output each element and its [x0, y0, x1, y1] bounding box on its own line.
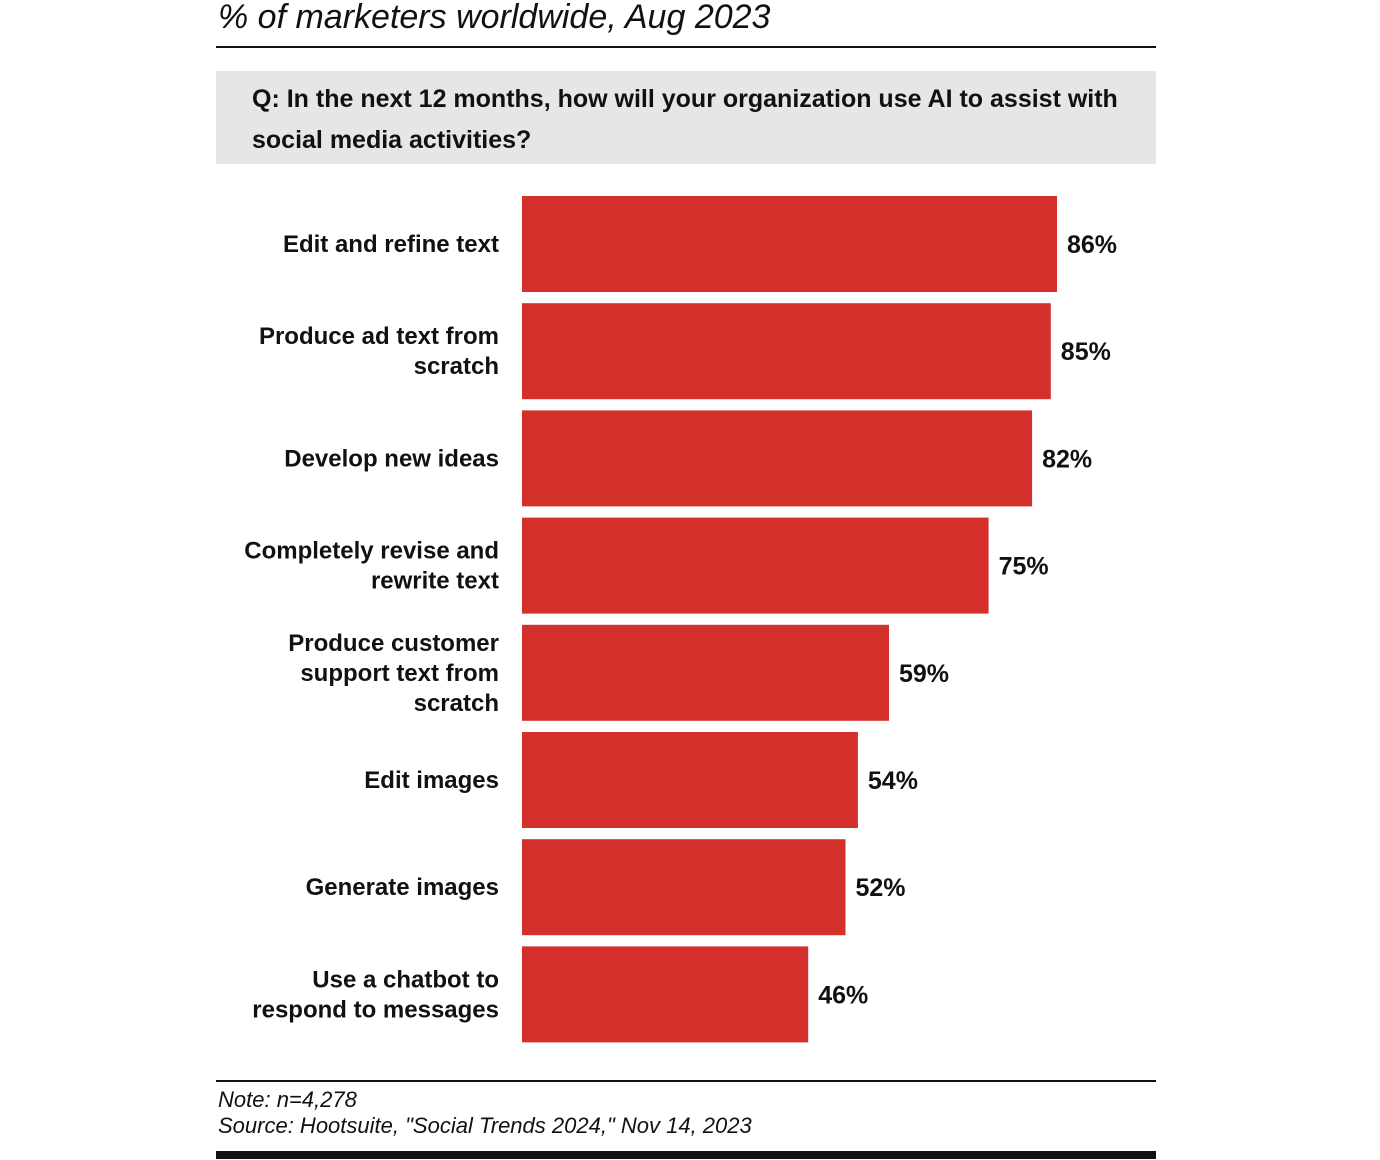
category-label-line: rewrite text [371, 568, 499, 595]
bar [522, 732, 858, 828]
footnote-note: Note: n=4,278 [218, 1087, 357, 1112]
category-label-line: Completely revise and [244, 538, 499, 565]
bar [522, 624, 889, 721]
category-label: Produce customer support text from scratch [288, 630, 499, 717]
category-label-line: Edit and refine text [283, 231, 499, 258]
bar [522, 839, 846, 936]
bar [522, 196, 1057, 292]
category-label-line: scratch [414, 353, 499, 380]
chart-subtitle: % of marketers worldwide, Aug 2023 [218, 0, 771, 36]
category-label-line: respond to messages [252, 996, 499, 1023]
bar [522, 410, 1033, 507]
category-label-line: support text from [300, 660, 499, 687]
bar [522, 517, 989, 614]
category-label-line: Generate images [306, 874, 499, 901]
question-box: Q: In the next 12 months, how will your … [216, 71, 1156, 164]
category-label: Produce ad text from scratch [259, 323, 499, 380]
category-label-line: scratch [414, 690, 499, 717]
category-label-line: Develop new ideas [284, 445, 499, 472]
footnote-source: Source: Hootsuite, "Social Trends 2024,"… [218, 1113, 752, 1138]
value-label: 75% [999, 553, 1049, 581]
bar [522, 303, 1051, 400]
end-rule [216, 1151, 1156, 1159]
bar [522, 946, 809, 1043]
value-label: 59% [899, 660, 949, 688]
category-label-line: Edit images [364, 767, 499, 794]
top-rule [216, 46, 1156, 48]
value-label: 54% [868, 767, 918, 795]
category-label: Develop new ideas [284, 445, 499, 472]
value-label: 85% [1061, 338, 1111, 366]
category-label-line: Produce ad text from [259, 323, 499, 350]
category-label: Edit and refine text [283, 231, 499, 258]
question-text: Q: In the next 12 months, how will your … [252, 85, 1118, 154]
value-label: 46% [818, 981, 868, 1009]
value-label: 86% [1067, 231, 1117, 259]
category-label: Completely revise and rewrite text [244, 538, 499, 595]
value-label: 82% [1042, 445, 1092, 473]
category-label: Use a chatbot to respond to messages [252, 966, 499, 1023]
category-label: Generate images [306, 874, 499, 901]
value-label: 52% [856, 874, 906, 902]
category-label: Edit images [364, 767, 499, 794]
category-label-line: Use a chatbot to [312, 966, 499, 993]
category-label-line: Produce customer [288, 630, 499, 657]
bottom-rule [216, 1080, 1156, 1082]
